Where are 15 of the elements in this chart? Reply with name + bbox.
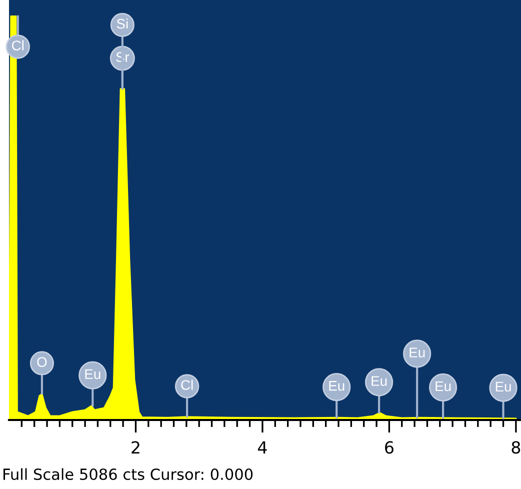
x-tick-label: 8 [512,441,520,454]
annotation: Eu [436,381,451,392]
annotation: Eu [85,369,100,380]
annotation: Eu [372,376,387,386]
annotation: O [37,357,47,367]
annotation: Eu [410,348,425,358]
text: Full Scale 5086 cts Cursor: 0.000 [4,468,253,480]
annotation: Eu [329,381,344,391]
annotation: Cl [12,40,24,50]
x-tick-label: 6 [385,441,394,454]
annotation: Eu [496,382,511,392]
x-tick-label: 2 [132,441,140,454]
annotation: Si [116,18,128,29]
x-tick-label: 4 [258,441,267,454]
annotation: Cl [181,380,193,390]
